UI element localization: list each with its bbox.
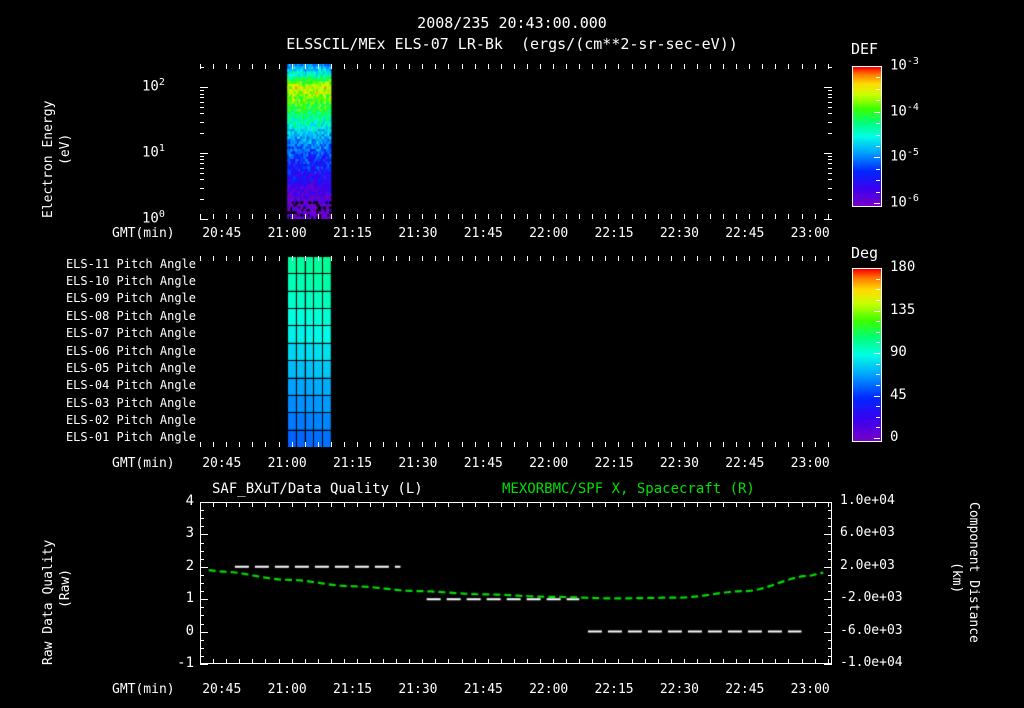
- panel3-ytick-left-4: 4: [185, 493, 194, 509]
- panel2-xtick-21:15: 21:15: [332, 456, 373, 471]
- panel1-xtick-21:15: 21:15: [332, 226, 373, 241]
- panel3-ytick-right-5: -1.0e+04: [840, 655, 903, 670]
- panel2-row-label-9: ELS-09 Pitch Angle: [65, 291, 196, 306]
- panel1-xtick-22:00: 22:00: [529, 226, 569, 241]
- panel3-ytick-right-1: 6.0e+03: [840, 525, 895, 541]
- colorbar-def-tick-2: 10-5: [890, 147, 919, 165]
- panel1-ytick-1: 101: [142, 143, 165, 161]
- panel2-row-label-11: ELS-11 Pitch Angle: [65, 256, 196, 271]
- panel3-xtick-21:45: 21:45: [463, 682, 503, 697]
- panel2-xtick-22:45: 22:45: [725, 456, 765, 471]
- panel2-row-label-6: ELS-06 Pitch Angle: [65, 343, 196, 358]
- colorbar-deg-tick-0: 0: [890, 429, 899, 445]
- panel2-xtick-21:00: 21:00: [267, 456, 307, 471]
- panel1-xtick-21:45: 21:45: [463, 226, 503, 241]
- colorbar-deg: [852, 268, 882, 442]
- panel3-ytick-right-0: 1.0e+04: [840, 493, 895, 508]
- electron-energy-spectrogram: [200, 64, 832, 219]
- colorbar-def-tick-0: 10-3: [890, 56, 919, 74]
- panel1-xtick-20:45: 20:45: [202, 226, 242, 241]
- pitch-angle-grid: [200, 256, 832, 447]
- panel1-xtick-22:15: 22:15: [594, 226, 634, 241]
- panel3-title-left: SAF_BXuT/Data Quality (L): [212, 481, 423, 497]
- panel2-row-label-8: ELS-08 Pitch Angle: [65, 308, 196, 323]
- panel3-xtick-22:45: 22:45: [725, 682, 765, 697]
- panel3-ytick-left-2: 2: [185, 557, 194, 574]
- colorbar-deg-tick-180: 180: [890, 259, 916, 275]
- panel3-ytick-left-0: 0: [185, 622, 194, 639]
- panel3-xtick-23:00: 23:00: [790, 682, 830, 697]
- panel1-xtick-21:30: 21:30: [398, 226, 438, 241]
- panel2-xtick-21:30: 21:30: [398, 456, 438, 471]
- colorbar-def-tick-3: 10-6: [890, 193, 919, 211]
- colorbar-deg-title: Deg: [851, 244, 879, 262]
- colorbar-def-tick-1: 10-4: [890, 101, 919, 120]
- panel3-ytick-left--1: -1: [177, 655, 194, 671]
- panel3-ytick-right-4: -6.0e+03: [840, 622, 903, 638]
- panel1-ylabel-line1: Electron Energy: [41, 100, 56, 218]
- colorbar-def-title: DEF: [851, 40, 879, 58]
- panel1-xtick-22:45: 22:45: [725, 226, 765, 241]
- panel1-ytick-2: 102: [142, 77, 165, 95]
- panel1-ytick-0: 100: [142, 209, 165, 227]
- panel2-row-label-10: ELS-10 Pitch Angle: [65, 274, 196, 288]
- panel2-xtick-22:30: 22:30: [659, 456, 699, 471]
- data-quality-plot: [201, 503, 831, 663]
- panel3-ylabel-left-line1: Raw Data Quality: [41, 539, 56, 665]
- panel3-ytick-left-1: 1: [185, 590, 194, 607]
- panel1-xtick-22:30: 22:30: [659, 226, 699, 241]
- panel3-ylabel-right-line2: (km): [949, 562, 964, 594]
- panel3-xtick-21:15: 21:15: [332, 682, 373, 697]
- colorbar-def: [852, 66, 882, 207]
- panel3-ytick-left-3: 3: [185, 525, 194, 542]
- panel1-ylabel-line2: (eV): [58, 133, 73, 165]
- panel3-xtick-20:45: 20:45: [202, 682, 242, 697]
- panel2-row-label-3: ELS-03 Pitch Angle: [65, 395, 196, 410]
- panel3-xtick-21:30: 21:30: [398, 682, 438, 697]
- panel3-xtick-22:00: 22:00: [529, 682, 569, 697]
- panel3-xtick-22:15: 22:15: [594, 682, 634, 697]
- panel2-row-label-4: ELS-04 Pitch Angle: [65, 378, 196, 393]
- panel3-xtick-21:00: 21:00: [267, 682, 307, 697]
- panel2-xtick-23:00: 23:00: [790, 456, 830, 471]
- panel1-xtick-21:00: 21:00: [267, 226, 307, 241]
- panel2-xtick-21:45: 21:45: [463, 456, 503, 471]
- panel2-row-label-2: ELS-02 Pitch Angle: [65, 413, 196, 427]
- panel2-xtick-22:00: 22:00: [529, 456, 569, 471]
- panel2-row-label-7: ELS-07 Pitch Angle: [65, 326, 196, 341]
- panel3-ylabel-right-line1: Component Distance: [966, 502, 981, 643]
- page-subtitle: ELSSCIL/MEx ELS-07 LR-Bk (ergs/(cm**2-sr…: [286, 35, 738, 53]
- panel1-xaxis-label: GMT(min): [112, 226, 175, 241]
- panel3-xaxis-label: GMT(min): [112, 682, 175, 697]
- panel3-ytick-right-3: -2.0e+03: [840, 590, 903, 606]
- colorbar-deg-tick-135: 135: [890, 301, 916, 318]
- panel2-xtick-20:45: 20:45: [202, 456, 242, 471]
- panel2-xaxis-label: GMT(min): [112, 456, 175, 471]
- panel2-row-label-1: ELS-01 Pitch Angle: [65, 430, 196, 445]
- colorbar-deg-tick-45: 45: [890, 386, 907, 403]
- panel2-xtick-22:15: 22:15: [594, 456, 634, 471]
- page-title-timestamp: 2008/235 20:43:00.000: [417, 14, 607, 32]
- panel1-xtick-23:00: 23:00: [790, 226, 830, 241]
- panel3-ylabel-left-line2: (Raw): [58, 568, 73, 608]
- panel3-ytick-right-2: 2.0e+03: [840, 557, 895, 573]
- panel3-title-right: MEXORBMC/SPF X, Spacecraft (R): [502, 481, 755, 497]
- panel3-xtick-22:30: 22:30: [659, 682, 699, 697]
- panel2-row-label-5: ELS-05 Pitch Angle: [65, 360, 196, 375]
- colorbar-deg-tick-90: 90: [890, 344, 907, 360]
